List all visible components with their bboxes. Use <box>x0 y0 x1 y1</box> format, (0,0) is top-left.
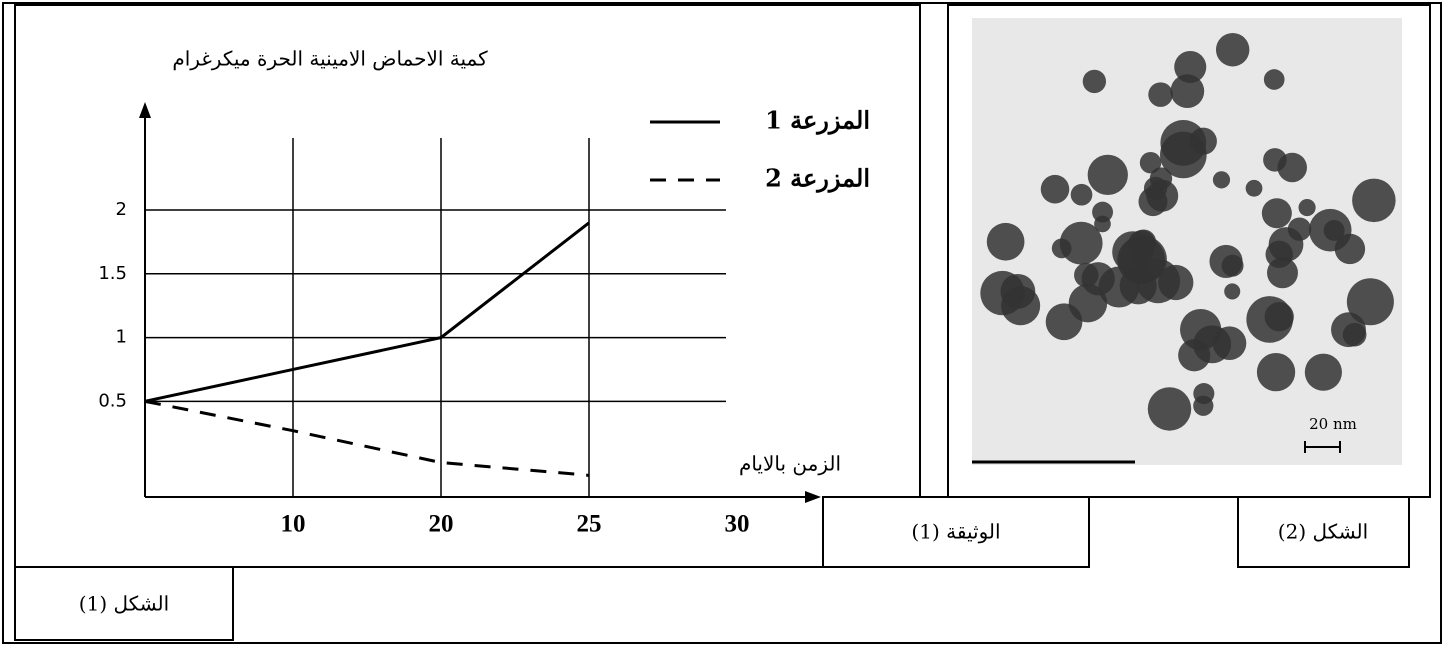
legend-label: المزرعة 1 <box>765 106 870 136</box>
blob <box>1139 151 1162 174</box>
blob <box>1059 221 1103 265</box>
blob <box>1268 227 1304 262</box>
blob <box>1148 82 1173 107</box>
blob <box>1263 69 1285 90</box>
blob <box>1352 178 1396 223</box>
figure1-label: الشكل (1) <box>79 592 169 616</box>
blob <box>1261 198 1292 229</box>
y-tick-label: 2 <box>116 199 127 220</box>
figure1-label-box <box>14 566 234 641</box>
blob <box>1070 183 1093 206</box>
figure2-frame <box>947 4 1431 498</box>
blob <box>1092 201 1114 223</box>
x-tick-label: 25 <box>577 511 602 538</box>
micrograph-blobs <box>980 32 1396 431</box>
blob <box>1138 187 1168 217</box>
blob <box>1346 278 1394 326</box>
blob <box>1323 219 1345 241</box>
blob <box>1342 322 1367 347</box>
blob <box>1082 69 1107 94</box>
figure1-frame <box>14 4 921 568</box>
legend-label: المزرعة 2 <box>765 164 870 194</box>
blob <box>1149 167 1173 190</box>
scale-label: 20 nm <box>1309 415 1357 433</box>
blob <box>1304 353 1342 391</box>
figure2-label-box <box>1237 496 1410 568</box>
blob <box>1087 154 1128 196</box>
blob <box>1245 179 1263 197</box>
x-axis-title: الزمن بالايام <box>739 452 841 476</box>
document-label-box <box>822 496 1090 568</box>
blob <box>1158 264 1194 301</box>
x-tick-label: 30 <box>725 511 750 538</box>
blob <box>1174 50 1207 84</box>
blob <box>1256 352 1296 392</box>
y-arrow <box>139 102 151 118</box>
figure2-label: الشكل (2) <box>1278 520 1368 544</box>
scale-bar <box>1304 441 1341 453</box>
x-arrow <box>805 491 821 503</box>
y-tick-label: 1 <box>116 327 127 348</box>
blob <box>1170 74 1205 109</box>
blob <box>1040 174 1070 204</box>
blob <box>1001 286 1041 326</box>
y-tick-label: 0.5 <box>98 390 127 411</box>
series-line <box>144 399 590 477</box>
blob <box>1160 119 1207 166</box>
blob <box>1147 387 1192 431</box>
x-tick-label: 10 <box>281 511 306 538</box>
blob <box>1215 32 1250 67</box>
blob <box>1267 257 1298 289</box>
blob <box>1180 308 1222 351</box>
blob <box>986 222 1025 261</box>
blob <box>1212 171 1231 189</box>
blob <box>1264 302 1294 332</box>
blob <box>1068 283 1108 323</box>
blob <box>1224 283 1241 300</box>
y-axis-title: كمية الاحماض الامينية الحرة ميكرغرام <box>172 47 488 71</box>
blob <box>1193 395 1214 416</box>
series-line <box>144 221 590 403</box>
blob <box>1094 215 1111 233</box>
blob <box>1298 198 1316 217</box>
blob <box>1119 267 1157 305</box>
x-tick-label: 20 <box>429 511 454 538</box>
blob <box>1277 152 1307 183</box>
blob <box>1221 254 1244 277</box>
document-label: الوثيقة (1) <box>911 520 1000 544</box>
y-tick-label: 1.5 <box>98 263 127 284</box>
